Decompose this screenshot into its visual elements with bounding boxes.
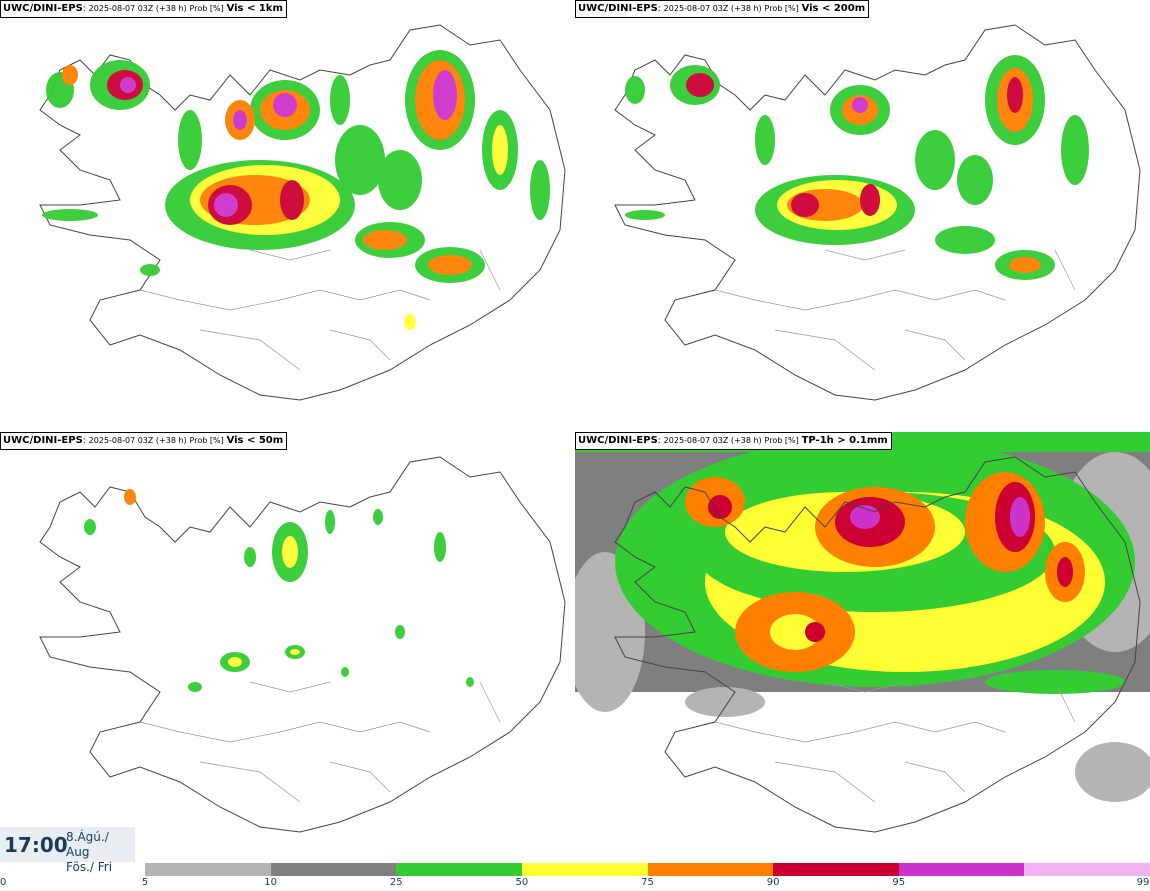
colorbar-tick-label: 50: [515, 877, 529, 888]
colorbar-segment: [270, 863, 397, 876]
colorbar-tick-label: 99: [1136, 877, 1150, 888]
valid-time-box: 17:00 8.Ágú./ Aug Fös./ Fri: [0, 827, 135, 874]
panel-title: UWC/DINI-EPS: 2025-08-07 03Z (+38 h) Pro…: [575, 432, 892, 450]
colorbar: [145, 863, 1150, 876]
colorbar-tick-label: 75: [641, 877, 654, 888]
colorbar-segment: [773, 863, 899, 876]
colorbar-segment: [521, 863, 648, 876]
panel-title: UWC/DINI-EPS: 2025-08-07 03Z (+38 h) Pro…: [575, 0, 870, 18]
colorbar-tick-label: 25: [389, 877, 403, 888]
colorbar-tick-label: 0: [0, 877, 7, 888]
valid-time-date: 8.Ágú./ Aug Fös./ Fri: [66, 830, 113, 874]
panel-title: UWC/DINI-EPS: 2025-08-07 03Z (+38 h) Pro…: [0, 0, 287, 18]
probability-map: [39, 456, 566, 833]
colorbar-tick-label: 95: [892, 877, 906, 888]
probability-map: [614, 24, 1141, 401]
probability-map: [575, 432, 1150, 833]
map-panel-tp-1h: UWC/DINI-EPS: 2025-08-07 03Z (+38 h) Pro…: [575, 432, 1150, 862]
map-panel-vis-200m: UWC/DINI-EPS: 2025-08-07 03Z (+38 h) Pro…: [575, 0, 1150, 430]
colorbar-segment: [1024, 863, 1150, 876]
valid-time-clock: 17:00: [4, 833, 68, 857]
probability-map: [39, 24, 566, 401]
colorbar-segment: [898, 863, 1025, 876]
colorbar-segment: [647, 863, 774, 876]
panel-title: UWC/DINI-EPS: 2025-08-07 03Z (+38 h) Pro…: [0, 432, 288, 450]
colorbar-segment: [396, 863, 522, 876]
colorbar-tick-label: 10: [264, 877, 277, 888]
map-panel-vis-1km: UWC/DINI-EPS: 2025-08-07 03Z (+38 h) Pro…: [0, 0, 575, 430]
colorbar-segment: [145, 863, 271, 876]
colorbar-tick-label: 90: [766, 877, 780, 888]
colorbar-tick-label: 5: [141, 877, 149, 888]
map-panel-vis-50m: UWC/DINI-EPS: 2025-08-07 03Z (+38 h) Pro…: [0, 432, 575, 862]
